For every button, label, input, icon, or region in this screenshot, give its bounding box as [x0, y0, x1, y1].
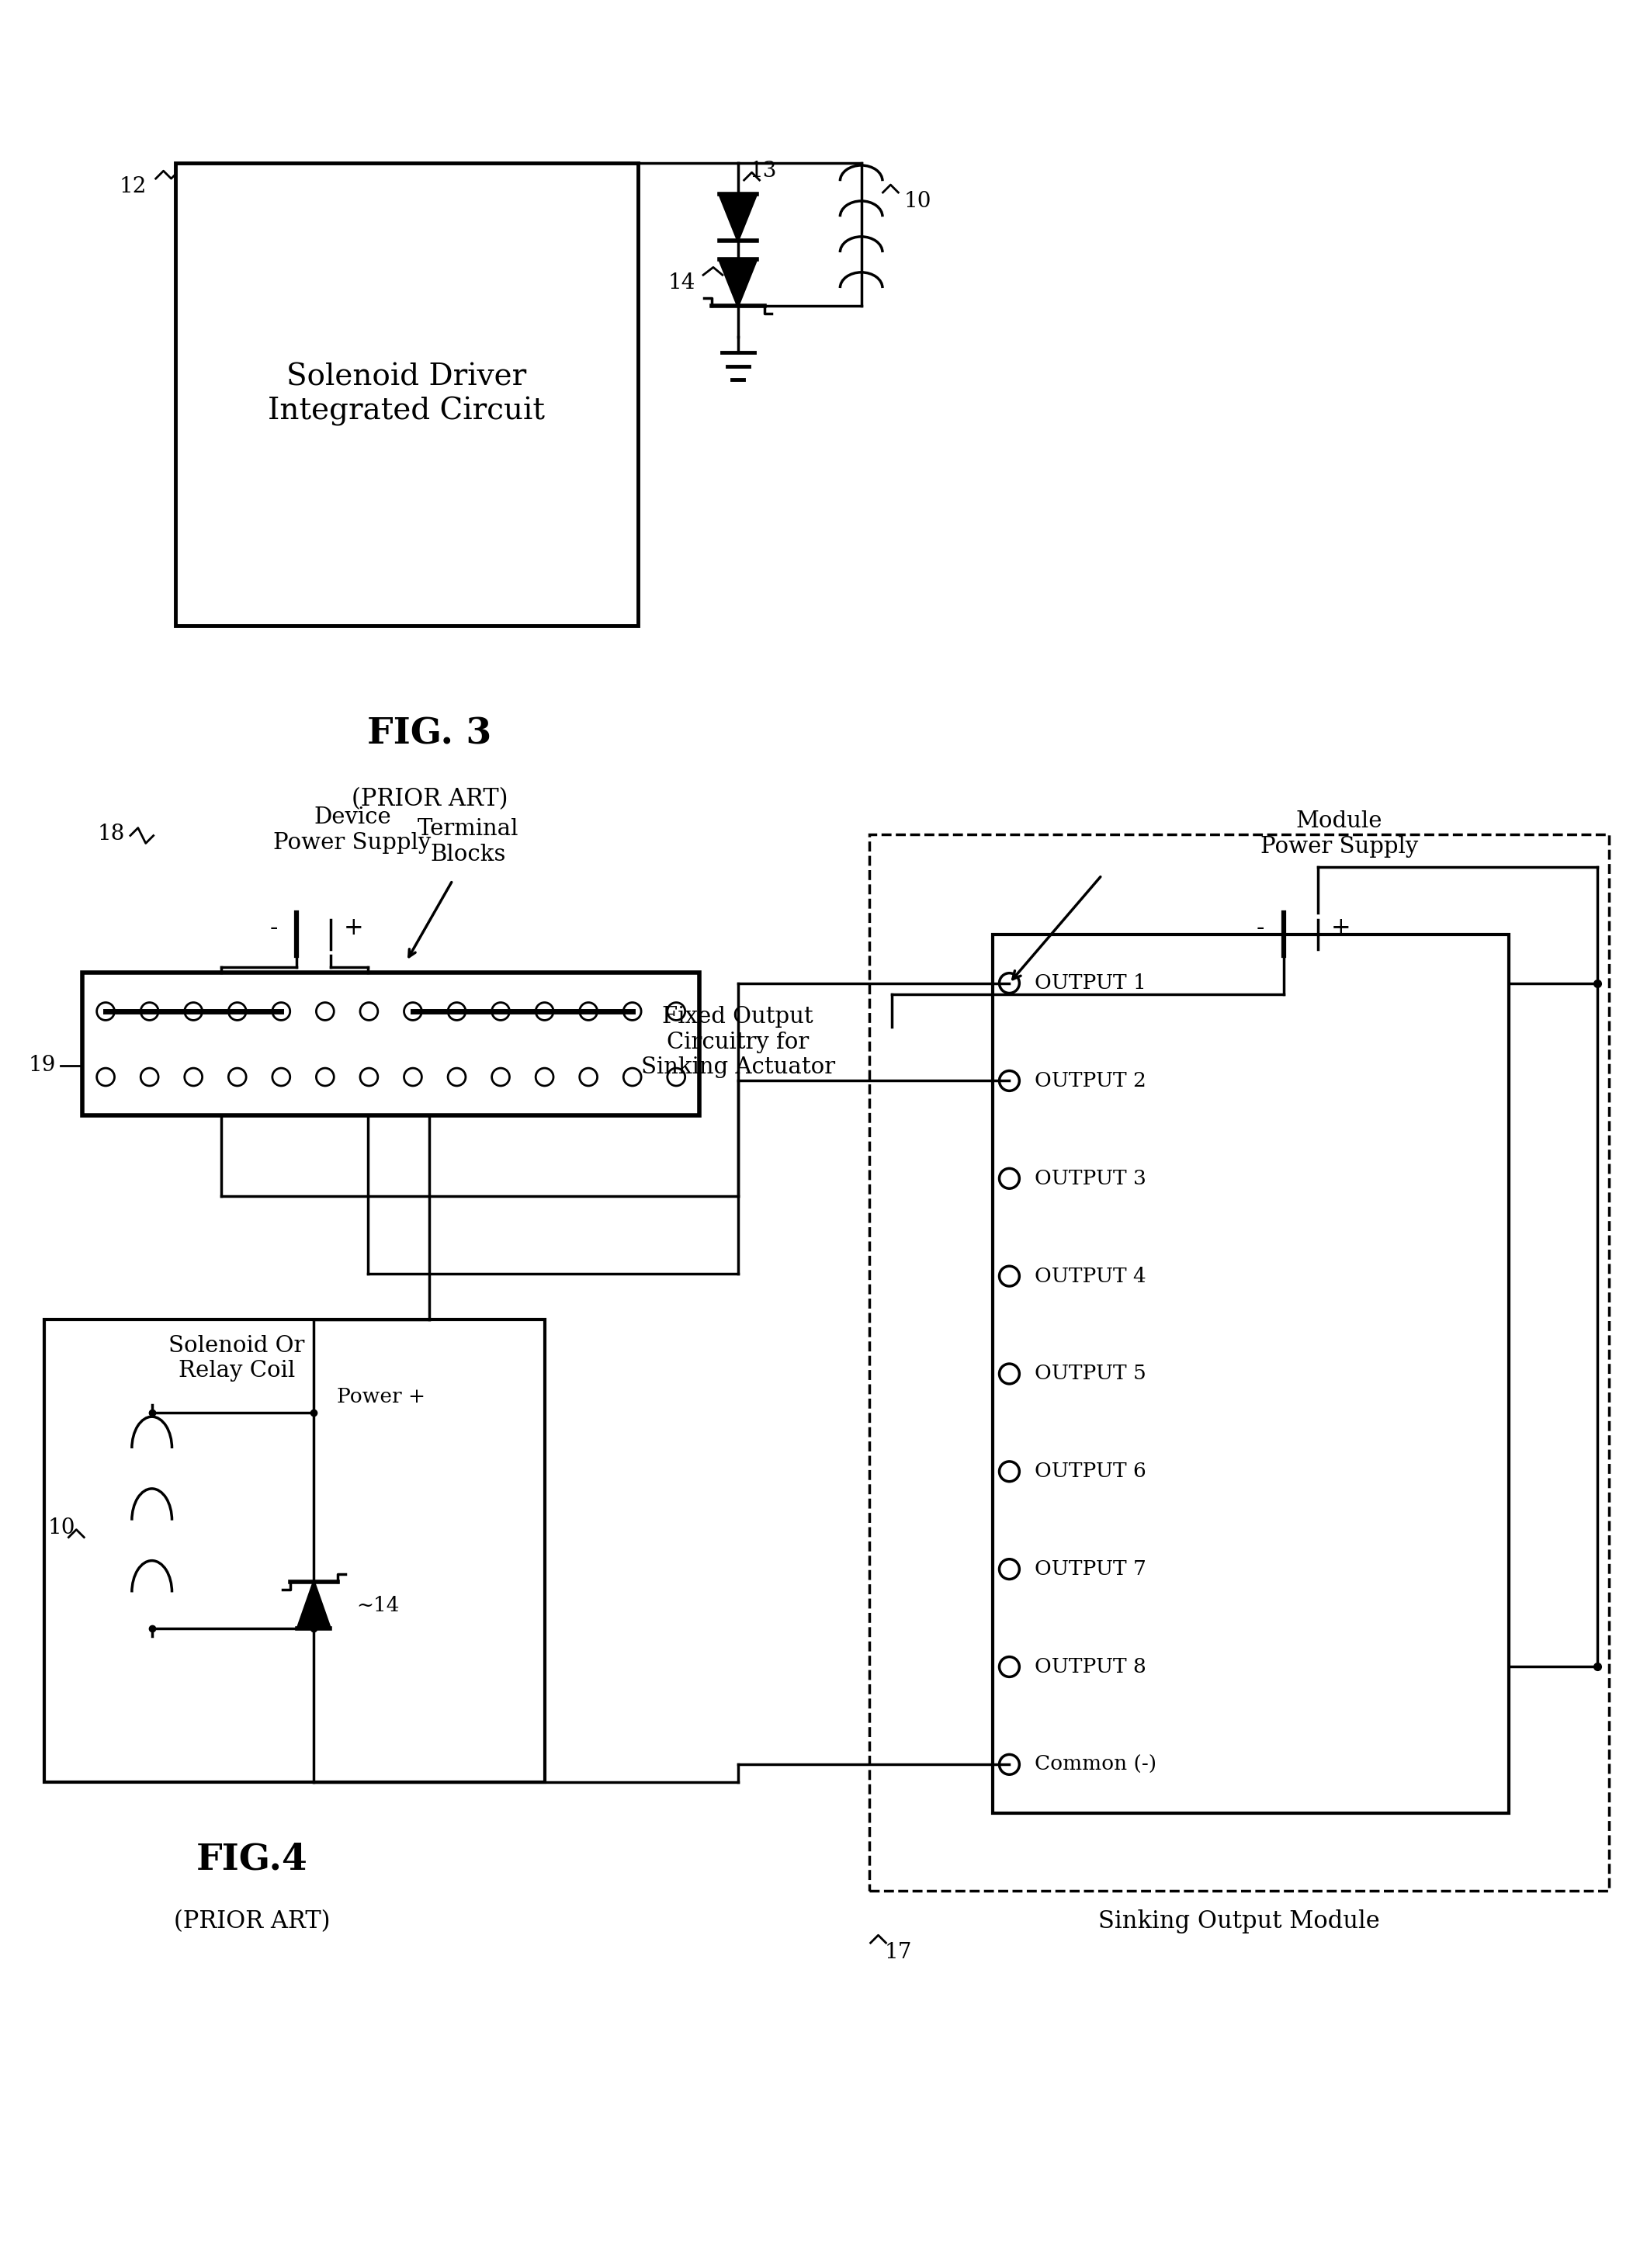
- Text: 12: 12: [119, 177, 147, 197]
- Text: OUTPUT 2: OUTPUT 2: [1034, 1070, 1146, 1091]
- Text: (PRIOR ART): (PRIOR ART): [175, 1910, 331, 1932]
- Polygon shape: [298, 1583, 329, 1628]
- Polygon shape: [720, 195, 756, 240]
- Text: 17: 17: [884, 1941, 912, 1962]
- Text: Sinking Output Module: Sinking Output Module: [1099, 1910, 1380, 1932]
- Text: (PRIOR ART): (PRIOR ART): [351, 787, 507, 812]
- Text: 10: 10: [904, 191, 931, 213]
- Text: OUTPUT 6: OUTPUT 6: [1034, 1463, 1146, 1481]
- Text: Terminal
Blocks: Terminal Blocks: [417, 819, 519, 864]
- Text: Solenoid Driver
Integrated Circuit: Solenoid Driver Integrated Circuit: [268, 363, 545, 426]
- Text: +: +: [344, 916, 364, 941]
- Text: 18: 18: [97, 823, 125, 844]
- Text: OUTPUT 7: OUTPUT 7: [1034, 1560, 1146, 1579]
- Text: -: -: [1257, 916, 1265, 941]
- Text: 13: 13: [749, 161, 777, 181]
- Text: 14: 14: [669, 272, 695, 293]
- Text: OUTPUT 4: OUTPUT 4: [1034, 1266, 1146, 1286]
- Text: 10: 10: [48, 1517, 76, 1538]
- FancyBboxPatch shape: [44, 1320, 545, 1783]
- Text: +: +: [1331, 916, 1351, 941]
- Text: Module
Power Supply: Module Power Supply: [1260, 810, 1418, 857]
- Text: OUTPUT 5: OUTPUT 5: [1034, 1363, 1146, 1383]
- FancyBboxPatch shape: [993, 934, 1509, 1814]
- Text: FIG. 3: FIG. 3: [367, 717, 492, 751]
- Text: OUTPUT 8: OUTPUT 8: [1034, 1658, 1146, 1676]
- FancyBboxPatch shape: [870, 835, 1609, 1892]
- FancyBboxPatch shape: [175, 163, 637, 626]
- Text: Fixed Output
Circuitry for
Sinking Actuator: Fixed Output Circuitry for Sinking Actua…: [641, 1007, 835, 1077]
- Text: 19: 19: [28, 1055, 56, 1075]
- Text: ~14: ~14: [356, 1594, 399, 1615]
- Text: Common (-): Common (-): [1034, 1755, 1156, 1774]
- Text: OUTPUT 1: OUTPUT 1: [1034, 973, 1146, 993]
- Text: -: -: [270, 916, 278, 941]
- Polygon shape: [720, 259, 756, 306]
- Text: OUTPUT 3: OUTPUT 3: [1034, 1168, 1146, 1188]
- Text: Solenoid Or
Relay Coil: Solenoid Or Relay Coil: [168, 1336, 305, 1381]
- FancyBboxPatch shape: [82, 973, 700, 1116]
- Text: Device
Power Supply: Device Power Supply: [273, 807, 432, 853]
- Text: FIG.4: FIG.4: [196, 1842, 308, 1878]
- Text: Power +: Power +: [338, 1388, 425, 1406]
